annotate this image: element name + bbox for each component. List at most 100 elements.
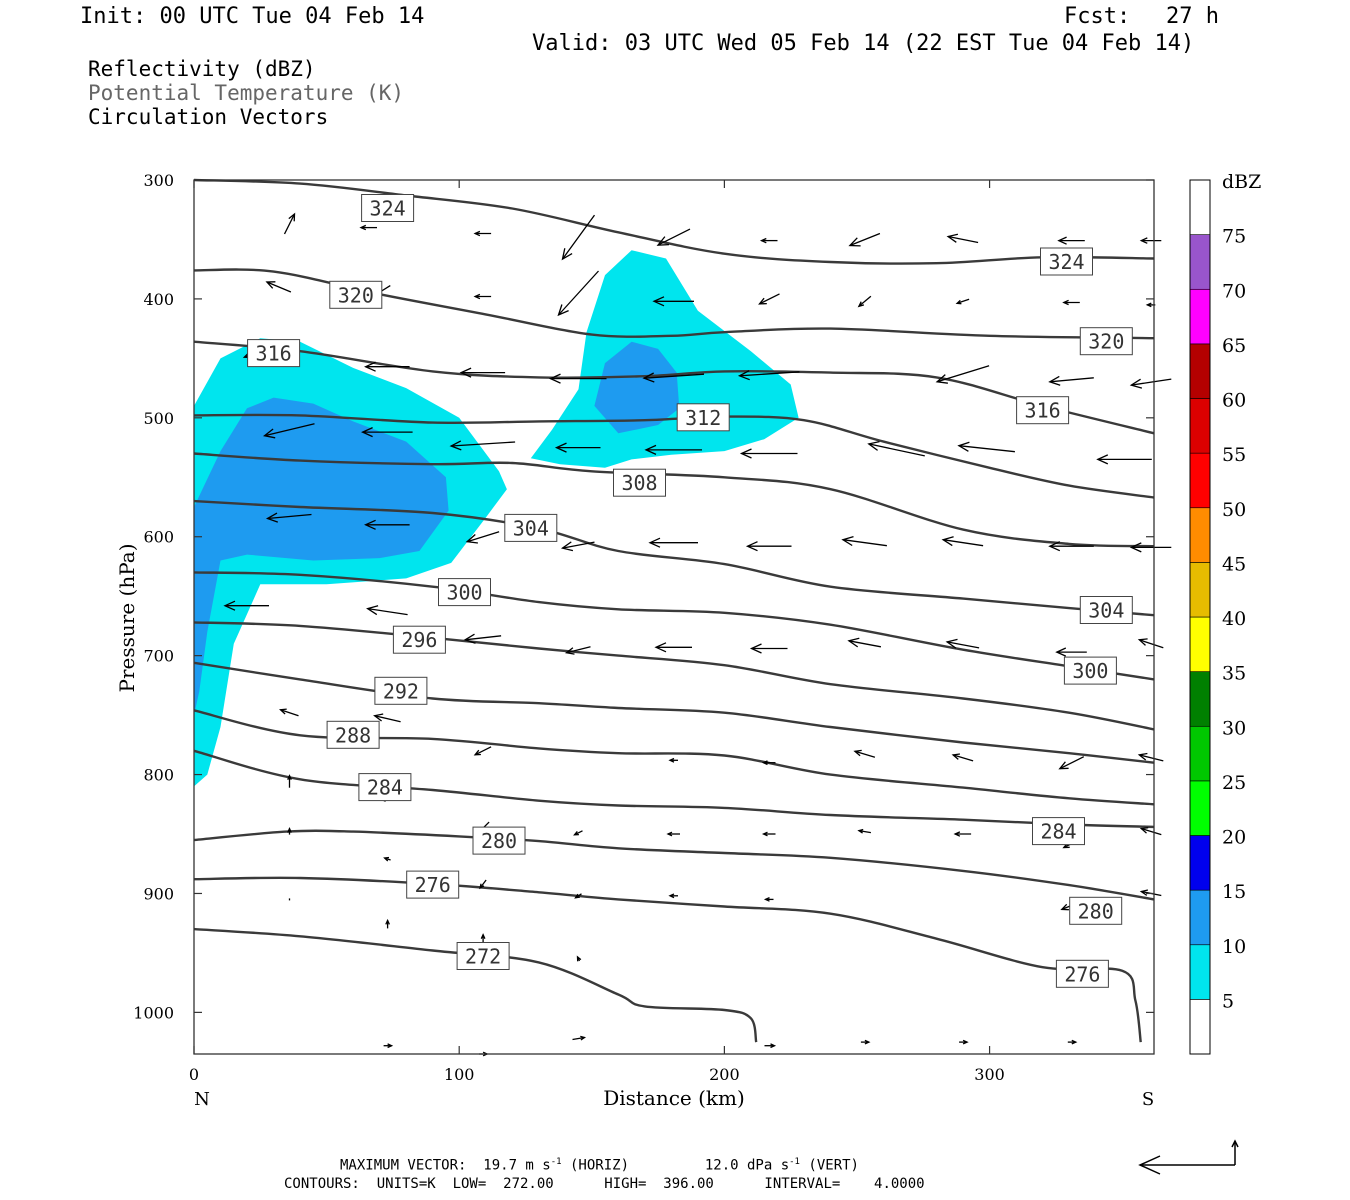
vector-head (288, 212, 296, 222)
circulation-vector (364, 361, 410, 372)
theta-label-text: 316 (256, 342, 292, 366)
circulation-vector (557, 270, 599, 317)
y-tick-label: 800 (143, 766, 174, 785)
reflectivity-fill-layer (194, 250, 799, 787)
theta-label-box (456, 942, 510, 970)
theta-label-308: 308 (613, 468, 666, 497)
vector-head (953, 831, 961, 837)
vector-shaft (466, 531, 500, 543)
vector-head (761, 760, 768, 766)
vector-shaft (562, 541, 595, 549)
vector-head (465, 534, 478, 544)
theta-label-box (1016, 396, 1070, 425)
circulation-vector (737, 370, 800, 381)
theta-label-box (438, 578, 491, 607)
theta-contour-304 (193, 499, 1155, 617)
plot-frame (193, 179, 1155, 1055)
vector-head (473, 749, 481, 756)
legend-potential-temperature: Potential Temperature (K) (88, 81, 405, 105)
vector-head (867, 440, 880, 451)
vector-shaft (858, 295, 872, 307)
circulation-vector (1096, 454, 1152, 465)
reference-vector-icon (1138, 1139, 1239, 1175)
colorbar-segment (1189, 725, 1211, 782)
circulation-vector (262, 423, 315, 439)
circulation-vector (857, 295, 872, 308)
vector-head (737, 370, 750, 381)
theta-label-text: 320 (338, 283, 374, 307)
circulation-vector (648, 537, 698, 548)
theta-label-text: 316 (1025, 399, 1061, 423)
circulation-vector (265, 512, 312, 523)
forecast-hour-label: Fcst: (1064, 4, 1131, 29)
circulation-vector (955, 298, 970, 305)
vector-head (548, 373, 561, 384)
circulation-vector (279, 708, 299, 717)
circulation-vector (656, 228, 691, 246)
circulation-vector (1139, 827, 1162, 836)
vector-shaft (1139, 639, 1164, 649)
theta-label-box (247, 339, 301, 368)
circulation-vector (576, 955, 582, 962)
vector-shaft (451, 441, 516, 447)
theta-label-text: 320 (1088, 330, 1124, 354)
circulation-vector (1129, 542, 1172, 553)
theta-contour-272 (193, 927, 758, 1043)
vector-head (573, 830, 579, 836)
theta-label-text: 276 (415, 873, 451, 897)
vector-shaft (842, 539, 887, 547)
vector-head (1057, 236, 1067, 245)
theta-label-text: 296 (401, 628, 437, 652)
theta-contour-300 (193, 571, 1155, 681)
circulation-vector (480, 933, 486, 943)
forecast-hour-value: 27 h (1166, 4, 1219, 29)
theta-label-280: 280 (472, 826, 526, 855)
vector-head (759, 237, 767, 244)
vector-head (473, 293, 481, 300)
vector-shaft (858, 829, 872, 834)
colorbar-level-label: 65 (1222, 335, 1246, 357)
circulation-vector (668, 757, 678, 763)
y-tick-label: 900 (143, 884, 174, 903)
vector-head (1139, 889, 1149, 896)
vector-head (1139, 237, 1148, 244)
vector-head (941, 536, 954, 547)
theta-label-box (392, 625, 446, 654)
colorbar-frame (1189, 179, 1211, 1055)
vector-shaft (1059, 756, 1085, 770)
x-end-label-north: N (194, 1089, 210, 1110)
colorbar-level-label: 35 (1222, 663, 1246, 685)
vector-head (749, 643, 762, 654)
circulation-vector (848, 232, 881, 247)
circulation-vector (1057, 236, 1085, 245)
vector-shaft (474, 746, 492, 756)
vector-shaft (572, 1036, 585, 1041)
circulation-vector (745, 541, 792, 552)
colorbar-level-label: 70 (1222, 280, 1246, 302)
theta-label-292: 292 (374, 676, 428, 705)
vector-head (841, 535, 854, 547)
theta-label-text: 292 (383, 679, 419, 703)
vector-head (265, 512, 279, 523)
colorbar-segment (1189, 179, 1211, 235)
y-tick-label: 600 (143, 528, 174, 547)
colorbar-segment (1189, 889, 1211, 946)
axis-layer: 300 400 500 600 700 800 900 1000 0 100 200 300 (133, 171, 1154, 1084)
circulation-vector (364, 519, 410, 530)
circulation-vector (574, 893, 582, 899)
theta-label-280: 280 (1069, 896, 1123, 925)
vector-head (463, 633, 476, 644)
circulation-vector (223, 600, 269, 611)
circulation-vector (554, 442, 601, 453)
contour-info-line: CONTOURS: UNITS=K LOW= 272.00 HIGH= 396.… (284, 1176, 925, 1192)
vector-head (644, 444, 657, 455)
valid-time: Valid: 03 UTC Wed 05 Feb 14 (22 EST Tue … (532, 31, 1195, 56)
circulation-vector (1139, 889, 1162, 897)
vector-shaft (868, 443, 925, 457)
vector-shaft (958, 445, 1015, 453)
vector-head (739, 448, 752, 459)
circulation-vector (1058, 756, 1085, 770)
circulation-vector (573, 830, 583, 836)
circulation-vector (373, 713, 401, 723)
theta-label-text: 300 (446, 581, 482, 605)
